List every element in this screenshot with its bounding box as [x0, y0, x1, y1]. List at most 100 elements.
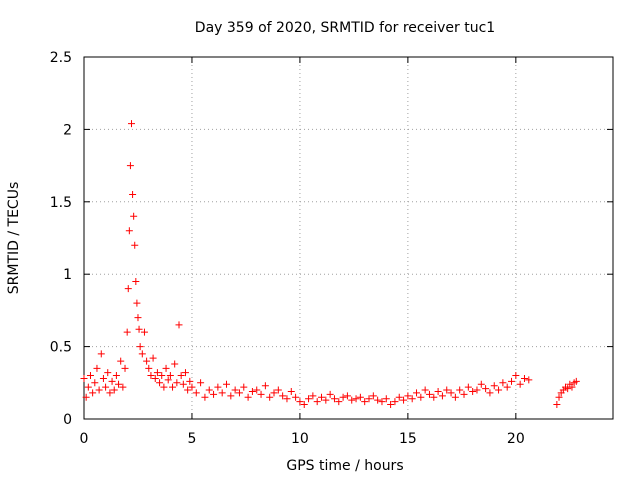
data-point: [106, 389, 114, 397]
data-point: [382, 395, 390, 403]
data-point: [218, 389, 226, 397]
data-point: [525, 376, 533, 384]
data-point: [387, 401, 395, 409]
data-point: [110, 386, 118, 394]
data-point: [335, 398, 343, 406]
data-point: [108, 377, 116, 385]
data-point: [490, 382, 498, 390]
data-point: [205, 386, 213, 394]
data-point: [93, 364, 101, 372]
data-point: [117, 357, 125, 365]
data-point: [369, 392, 377, 400]
data-point: [460, 390, 468, 398]
axis-ticks: [83, 56, 613, 420]
data-point: [145, 364, 153, 372]
data-point: [516, 380, 524, 388]
x-tick-label: 15: [399, 431, 417, 447]
data-point: [227, 392, 235, 400]
data-point: [115, 380, 123, 388]
data-point: [313, 398, 321, 406]
data-point: [352, 395, 360, 403]
y-tick-label: 1: [63, 267, 72, 283]
data-point: [112, 372, 120, 380]
data-point: [201, 393, 209, 401]
y-tick-label: 2.5: [50, 50, 72, 66]
data-point: [186, 377, 194, 385]
data-point: [128, 120, 136, 128]
data-point: [279, 392, 287, 400]
data-point: [91, 379, 99, 387]
data-point: [270, 389, 278, 397]
data-point: [130, 212, 138, 220]
data-point: [287, 387, 295, 395]
data-point: [80, 374, 88, 382]
data-point: [253, 386, 261, 394]
y-tick-label: 2: [63, 122, 72, 138]
data-point: [131, 241, 139, 249]
data-point: [378, 398, 386, 406]
data-point: [283, 395, 291, 403]
data-point: [158, 372, 166, 380]
data-point: [140, 328, 148, 336]
data-point: [123, 328, 131, 336]
data-point: [408, 395, 416, 403]
y-tick-label: 0.5: [50, 340, 72, 356]
y-tick-label: 1.5: [50, 195, 72, 211]
data-point: [443, 386, 451, 394]
data-point: [356, 393, 364, 401]
data-point: [434, 387, 442, 395]
data-point: [138, 350, 146, 358]
data-point: [503, 383, 511, 391]
data-point: [179, 380, 187, 388]
data-point: [564, 385, 572, 393]
x-axis-label: GPS time / hours: [286, 458, 403, 474]
data-point: [322, 396, 330, 404]
data-point: [257, 390, 265, 398]
data-point: [132, 277, 140, 285]
grid-lines: [84, 57, 613, 419]
data-point: [326, 390, 334, 398]
data-point: [261, 382, 269, 390]
data-point: [361, 398, 369, 406]
data-point: [162, 364, 170, 372]
data-point: [572, 377, 580, 385]
data-point: [309, 392, 317, 400]
data-point: [391, 398, 399, 406]
data-point: [134, 314, 142, 322]
data-point: [124, 285, 132, 293]
data-point: [151, 374, 159, 382]
data-point: [508, 377, 516, 385]
data-point: [520, 374, 528, 382]
data-point: [133, 299, 141, 307]
data-point: [553, 401, 561, 409]
data-point: [125, 227, 133, 235]
data-point: [330, 395, 338, 403]
data-point: [296, 398, 304, 406]
data-point: [404, 392, 412, 400]
y-axis-label: SRMTID / TECUs: [6, 182, 22, 295]
data-point: [464, 383, 472, 391]
data-point: [343, 392, 351, 400]
data-point: [300, 401, 308, 409]
data-point: [171, 360, 179, 368]
data-point: [86, 372, 94, 380]
data-point: [104, 369, 112, 377]
data-point: [365, 395, 373, 403]
data-point: [447, 389, 455, 397]
data-point: [339, 393, 347, 401]
data-point: [400, 396, 408, 404]
data-point: [197, 379, 205, 387]
data-point: [482, 385, 490, 393]
y-tick-labels: 0 0.5 1 1.5 2 2.5: [50, 50, 72, 428]
data-point: [184, 386, 192, 394]
data-point: [160, 383, 168, 391]
data-point: [305, 395, 313, 403]
data-point: [136, 343, 144, 351]
data-point: [248, 387, 256, 395]
chart-title: Day 359 of 2020, SRMTID for receiver tuc…: [195, 20, 495, 36]
data-point: [126, 162, 134, 170]
data-point: [188, 383, 196, 391]
data-point: [499, 379, 507, 387]
data-point: [214, 383, 222, 391]
